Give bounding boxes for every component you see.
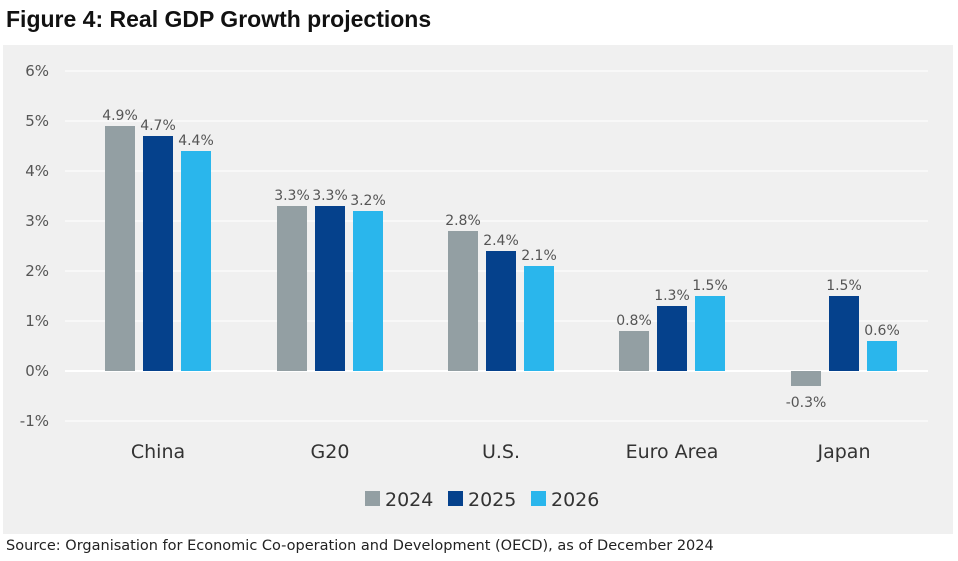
data-label: 4.9% [102,108,138,124]
data-label: 2.1% [521,248,557,264]
bar [867,341,897,371]
bar [315,206,345,371]
bar [791,371,821,386]
bar [524,266,554,371]
data-label: 4.4% [178,133,214,149]
data-labels: 4.9%4.7%4.4%3.3% 3.3% 3.2%2.8%2.4%2.1%0.8%… [102,108,900,411]
category-label: U.S. [482,441,520,463]
data-label: 0.6% [864,323,900,339]
source-note: Source: Organisation for Economic Co-ope… [6,538,714,554]
y-tick-label: 3% [25,212,49,230]
bar [448,231,478,371]
data-label: 0.8% [616,313,652,329]
category-labels: China G20 U.S. Euro Area Japan [131,441,871,463]
figure-title: Figure 4: Real GDP Growth projections [6,6,432,32]
bar [105,126,135,371]
data-label: 1.5% [692,278,728,294]
bar [695,296,725,371]
legend-swatch [531,491,546,506]
legend-swatch [365,491,380,506]
bar [486,251,516,371]
bar [181,151,211,371]
y-tick-label: 1% [25,312,49,330]
data-label: 3.3% [312,188,348,204]
legend-label: 2026 [551,489,599,511]
bar-chart: 6%5%4%3%2%1%0%-1% 4.9%4.7%4.4%3.3% 3.3% 3.… [20,62,928,511]
legend: 2024 2025 2026 [365,489,599,511]
data-label: 2.8% [445,213,481,229]
data-label: 2.4% [483,233,519,249]
legend-swatch [448,491,463,506]
data-label: 3.2% [350,193,386,209]
data-label: -0.3% [786,395,827,411]
y-tick-label: 2% [25,262,49,280]
y-tick-label: 6% [25,62,49,80]
chart-panel: 6% 5% 4% 3% 2% 1% 0% -1% 4.9% 4.7% 4.4% 3.3% 3.3% 3.… [3,45,953,534]
y-tick-label: -1% [20,412,49,430]
legend-label: 2025 [468,489,516,511]
data-label: 4.7% [140,118,176,134]
y-tick-label: 0% [25,362,49,380]
category-label: G20 [311,441,350,463]
legend-label: 2024 [385,489,433,511]
category-label: China [131,441,185,463]
bar [619,331,649,371]
bars [105,126,897,386]
bar [143,136,173,371]
bar [353,211,383,371]
category-label: Japan [817,441,871,463]
y-axis-tick-labels: 6% 5% 4% 3% 2% 1% 0% -1% [20,62,49,430]
y-tick-label: 4% [25,162,49,180]
data-label: 1.3% [654,288,690,304]
bar [277,206,307,371]
category-label: Euro Area [626,441,719,463]
data-label: 1.5% [826,278,862,294]
bar [829,296,859,371]
y-tick-label: 5% [25,112,49,130]
data-label: 3.3% [274,188,310,204]
bar [657,306,687,371]
